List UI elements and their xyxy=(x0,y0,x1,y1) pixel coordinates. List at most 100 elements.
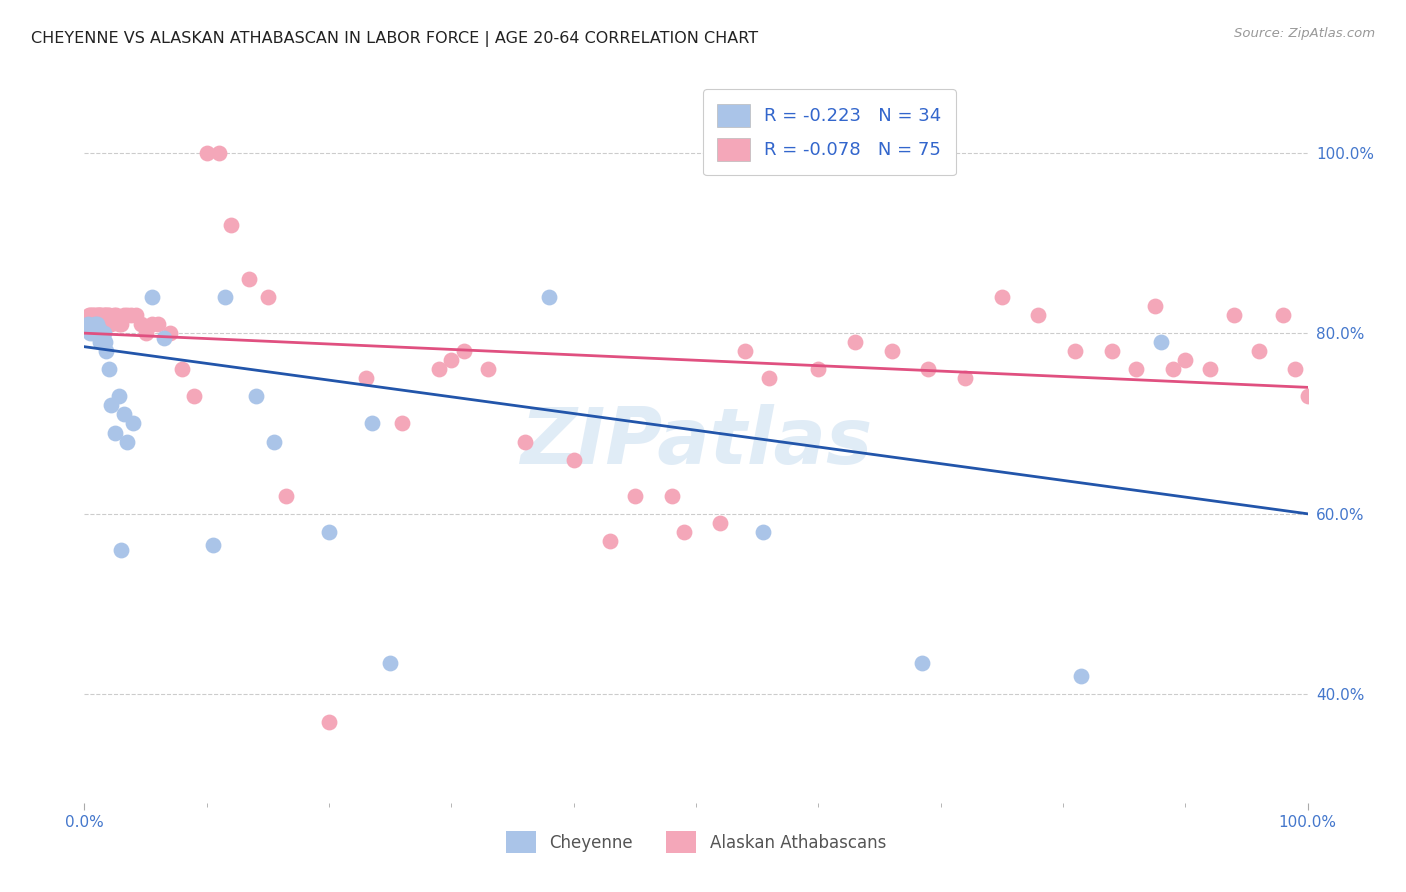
Point xyxy=(115,434,138,449)
Point xyxy=(97,308,120,322)
Point xyxy=(880,344,903,359)
Point xyxy=(1247,344,1270,359)
Point xyxy=(135,326,157,341)
Point xyxy=(100,317,122,331)
Point xyxy=(97,308,120,322)
Point xyxy=(661,489,683,503)
Point xyxy=(94,335,117,350)
Point xyxy=(758,371,780,385)
Point xyxy=(110,542,132,557)
Point xyxy=(84,308,107,322)
Point xyxy=(107,389,129,403)
Point xyxy=(82,308,104,322)
Point xyxy=(159,326,181,341)
Point xyxy=(318,714,340,729)
Point xyxy=(953,371,976,385)
Point xyxy=(153,331,176,345)
Text: Source: ZipAtlas.com: Source: ZipAtlas.com xyxy=(1234,27,1375,40)
Point xyxy=(1143,299,1166,313)
Point xyxy=(276,489,298,503)
Point xyxy=(1101,344,1123,359)
Point xyxy=(80,308,103,322)
Point xyxy=(917,362,939,376)
Point xyxy=(380,656,402,670)
Point xyxy=(87,308,110,322)
Point xyxy=(477,362,499,376)
Point xyxy=(1296,389,1319,403)
Point xyxy=(1161,362,1184,376)
Point xyxy=(146,317,169,331)
Point xyxy=(453,344,475,359)
Point xyxy=(91,317,114,331)
Point xyxy=(991,290,1014,304)
Point xyxy=(672,524,695,539)
Point xyxy=(538,290,561,304)
Point xyxy=(94,308,117,322)
Point xyxy=(79,308,101,322)
Point xyxy=(1174,353,1197,368)
Point xyxy=(844,335,866,350)
Point xyxy=(77,317,100,331)
Point xyxy=(709,516,731,530)
Point xyxy=(96,344,118,359)
Point xyxy=(1198,362,1220,376)
Point xyxy=(427,362,450,376)
Point xyxy=(77,317,100,331)
Point xyxy=(599,533,621,548)
Point xyxy=(122,417,145,431)
Point xyxy=(93,308,115,322)
Point xyxy=(360,417,382,431)
Point xyxy=(89,308,111,322)
Point xyxy=(141,290,163,304)
Point xyxy=(79,326,101,341)
Point xyxy=(238,272,260,286)
Point xyxy=(115,308,138,322)
Point xyxy=(354,371,377,385)
Point xyxy=(141,317,163,331)
Point xyxy=(96,308,118,322)
Point xyxy=(87,321,110,335)
Point xyxy=(90,308,112,322)
Point xyxy=(172,362,194,376)
Point xyxy=(1125,362,1147,376)
Point xyxy=(104,425,127,440)
Point xyxy=(1150,335,1173,350)
Point xyxy=(214,290,236,304)
Point xyxy=(112,408,135,422)
Point xyxy=(77,308,100,322)
Point xyxy=(125,308,148,322)
Point xyxy=(195,145,218,160)
Point xyxy=(1070,669,1092,683)
Point xyxy=(89,335,111,350)
Point xyxy=(86,308,108,322)
Point xyxy=(257,290,280,304)
Point xyxy=(83,317,105,331)
Point xyxy=(911,656,934,670)
Point xyxy=(105,308,128,322)
Point xyxy=(87,326,110,341)
Point xyxy=(112,308,135,322)
Point xyxy=(208,145,231,160)
Point xyxy=(97,362,120,376)
Legend: Cheyenne, Alaskan Athabascans: Cheyenne, Alaskan Athabascans xyxy=(499,825,893,860)
Point xyxy=(84,317,107,331)
Point xyxy=(129,317,152,331)
Point xyxy=(110,317,132,331)
Point xyxy=(1028,308,1050,322)
Point xyxy=(440,353,463,368)
Text: ZIPatlas: ZIPatlas xyxy=(520,403,872,480)
Point xyxy=(87,308,110,322)
Point xyxy=(263,434,285,449)
Point xyxy=(120,308,142,322)
Point xyxy=(562,452,585,467)
Point xyxy=(183,389,205,403)
Point xyxy=(82,326,104,341)
Point xyxy=(103,308,125,322)
Point xyxy=(86,317,108,331)
Text: CHEYENNE VS ALASKAN ATHABASCAN IN LABOR FORCE | AGE 20-64 CORRELATION CHART: CHEYENNE VS ALASKAN ATHABASCAN IN LABOR … xyxy=(31,31,758,47)
Point xyxy=(91,335,114,350)
Point xyxy=(107,317,129,331)
Point xyxy=(1064,344,1087,359)
Point xyxy=(100,398,122,412)
Point xyxy=(219,218,242,232)
